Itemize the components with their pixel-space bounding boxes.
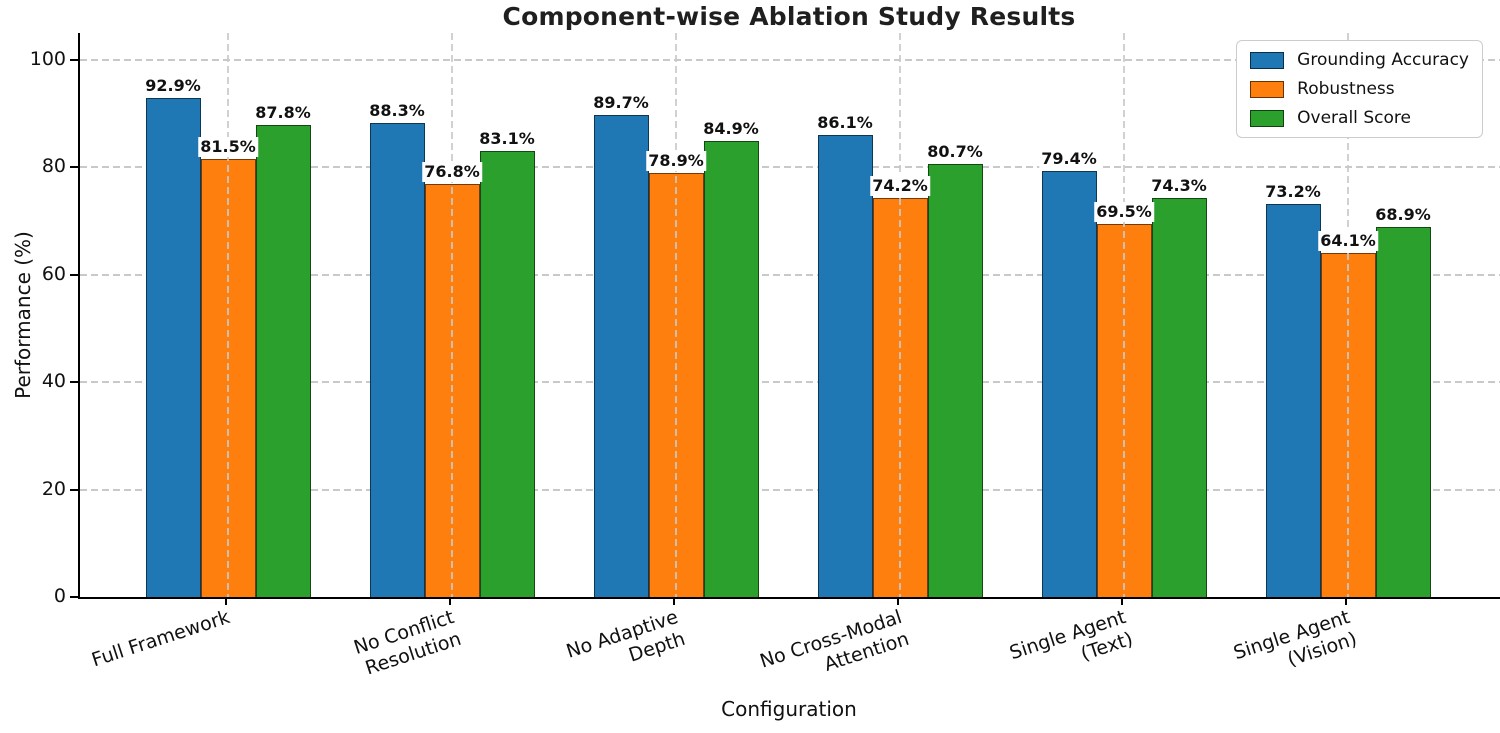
chart-title: Component-wise Ablation Study Results [502, 2, 1076, 31]
bar-value-label: 87.8% [253, 103, 313, 124]
x-tick-label: Single Agent (Text) [1007, 606, 1136, 666]
v-gridline [899, 33, 901, 597]
bar-value-label: 81.5% [198, 137, 258, 158]
h-gridline [80, 166, 1500, 169]
y-tick-mark [70, 596, 78, 598]
bar-grounding-accuracy [817, 134, 873, 597]
bar-value-label: 74.3% [1149, 175, 1209, 196]
bar-grounding-accuracy [593, 115, 649, 597]
bar-value-label: 78.9% [646, 151, 706, 172]
bar-value-label: 73.2% [1263, 181, 1323, 202]
bar-grounding-accuracy [1265, 203, 1321, 597]
bar-grounding-accuracy [369, 122, 425, 597]
bar-grounding-accuracy [145, 98, 201, 597]
v-gridline [451, 33, 453, 597]
bar-overall-score [479, 150, 535, 597]
y-tick-label: 40 [41, 370, 66, 393]
y-tick-mark [70, 166, 78, 169]
bar-value-label: 88.3% [367, 100, 427, 121]
bar-overall-score [1151, 197, 1207, 597]
v-gridline [1123, 33, 1125, 597]
legend-item: Robustness [1250, 79, 1469, 99]
h-gridline [80, 488, 1500, 491]
legend-label: Overall Score [1297, 108, 1411, 128]
bar-value-label: 83.1% [477, 128, 537, 149]
bar-value-label: 86.1% [815, 112, 875, 133]
bar-value-label: 80.7% [925, 141, 985, 162]
bar-value-label: 76.8% [422, 162, 482, 183]
legend-item: Grounding Accuracy [1250, 50, 1469, 70]
x-tick-mark [225, 599, 227, 605]
h-gridline [80, 58, 1500, 61]
x-tick-label: No Adaptive Depth [563, 606, 688, 667]
y-tick-label: 60 [41, 262, 66, 285]
y-axis-label: Performance (%) [11, 231, 35, 399]
y-tick-label: 20 [41, 477, 66, 500]
x-axis-label: Configuration [721, 697, 857, 721]
x-tick-mark [1121, 599, 1123, 605]
plot-area: 92.9% 81.5% 87.8% 88.3% 76.8% 83.1% 89.7% 78.9%… [78, 33, 1500, 599]
v-gridline [1347, 33, 1349, 597]
bar-value-label: 92.9% [143, 76, 203, 96]
legend-item: Overall Score [1250, 108, 1469, 128]
legend-swatch [1250, 80, 1285, 98]
bar-value-label: 64.1% [1318, 230, 1378, 251]
bar-value-label: 69.5% [1094, 201, 1154, 222]
bar-value-label: 74.2% [870, 176, 930, 197]
x-tick-mark [673, 599, 675, 605]
v-gridline [227, 33, 229, 597]
x-tick-mark [449, 599, 451, 605]
bar-grounding-accuracy [1041, 170, 1097, 597]
y-tick-mark [70, 273, 78, 276]
y-tick-label: 0 [53, 585, 66, 607]
x-tick-label: No Conflict Resolution [351, 606, 464, 680]
v-gridline [675, 33, 677, 597]
bar-overall-score [255, 125, 311, 597]
h-gridline [80, 273, 1500, 276]
bar-value-label: 84.9% [701, 118, 761, 139]
y-tick-mark [70, 488, 78, 491]
h-gridline [80, 381, 1500, 384]
x-tick-label: No Cross-Modal Attention [757, 606, 912, 677]
x-tick-mark [1345, 599, 1347, 605]
bar-value-label: 89.7% [591, 93, 651, 114]
bar-value-label: 79.4% [1039, 148, 1099, 169]
bar-overall-score [703, 140, 759, 597]
legend: Grounding Accuracy Robustness Overall Scor… [1236, 40, 1483, 138]
x-tick-mark [897, 599, 899, 605]
y-tick-label: 80 [41, 155, 66, 178]
y-tick-mark [70, 58, 78, 61]
bar-overall-score [927, 163, 983, 597]
legend-swatch [1250, 109, 1285, 127]
x-tick-label: Single Agent (Vision) [1231, 606, 1360, 672]
legend-label: Grounding Accuracy [1297, 50, 1469, 70]
bar-overall-score [1375, 226, 1431, 597]
y-tick-label: 100 [29, 47, 66, 70]
legend-label: Robustness [1297, 79, 1395, 99]
legend-swatch [1250, 51, 1285, 69]
y-tick-mark [70, 381, 78, 384]
x-tick-label: Full Framework [89, 606, 233, 672]
bar-value-label: 68.9% [1373, 204, 1433, 225]
